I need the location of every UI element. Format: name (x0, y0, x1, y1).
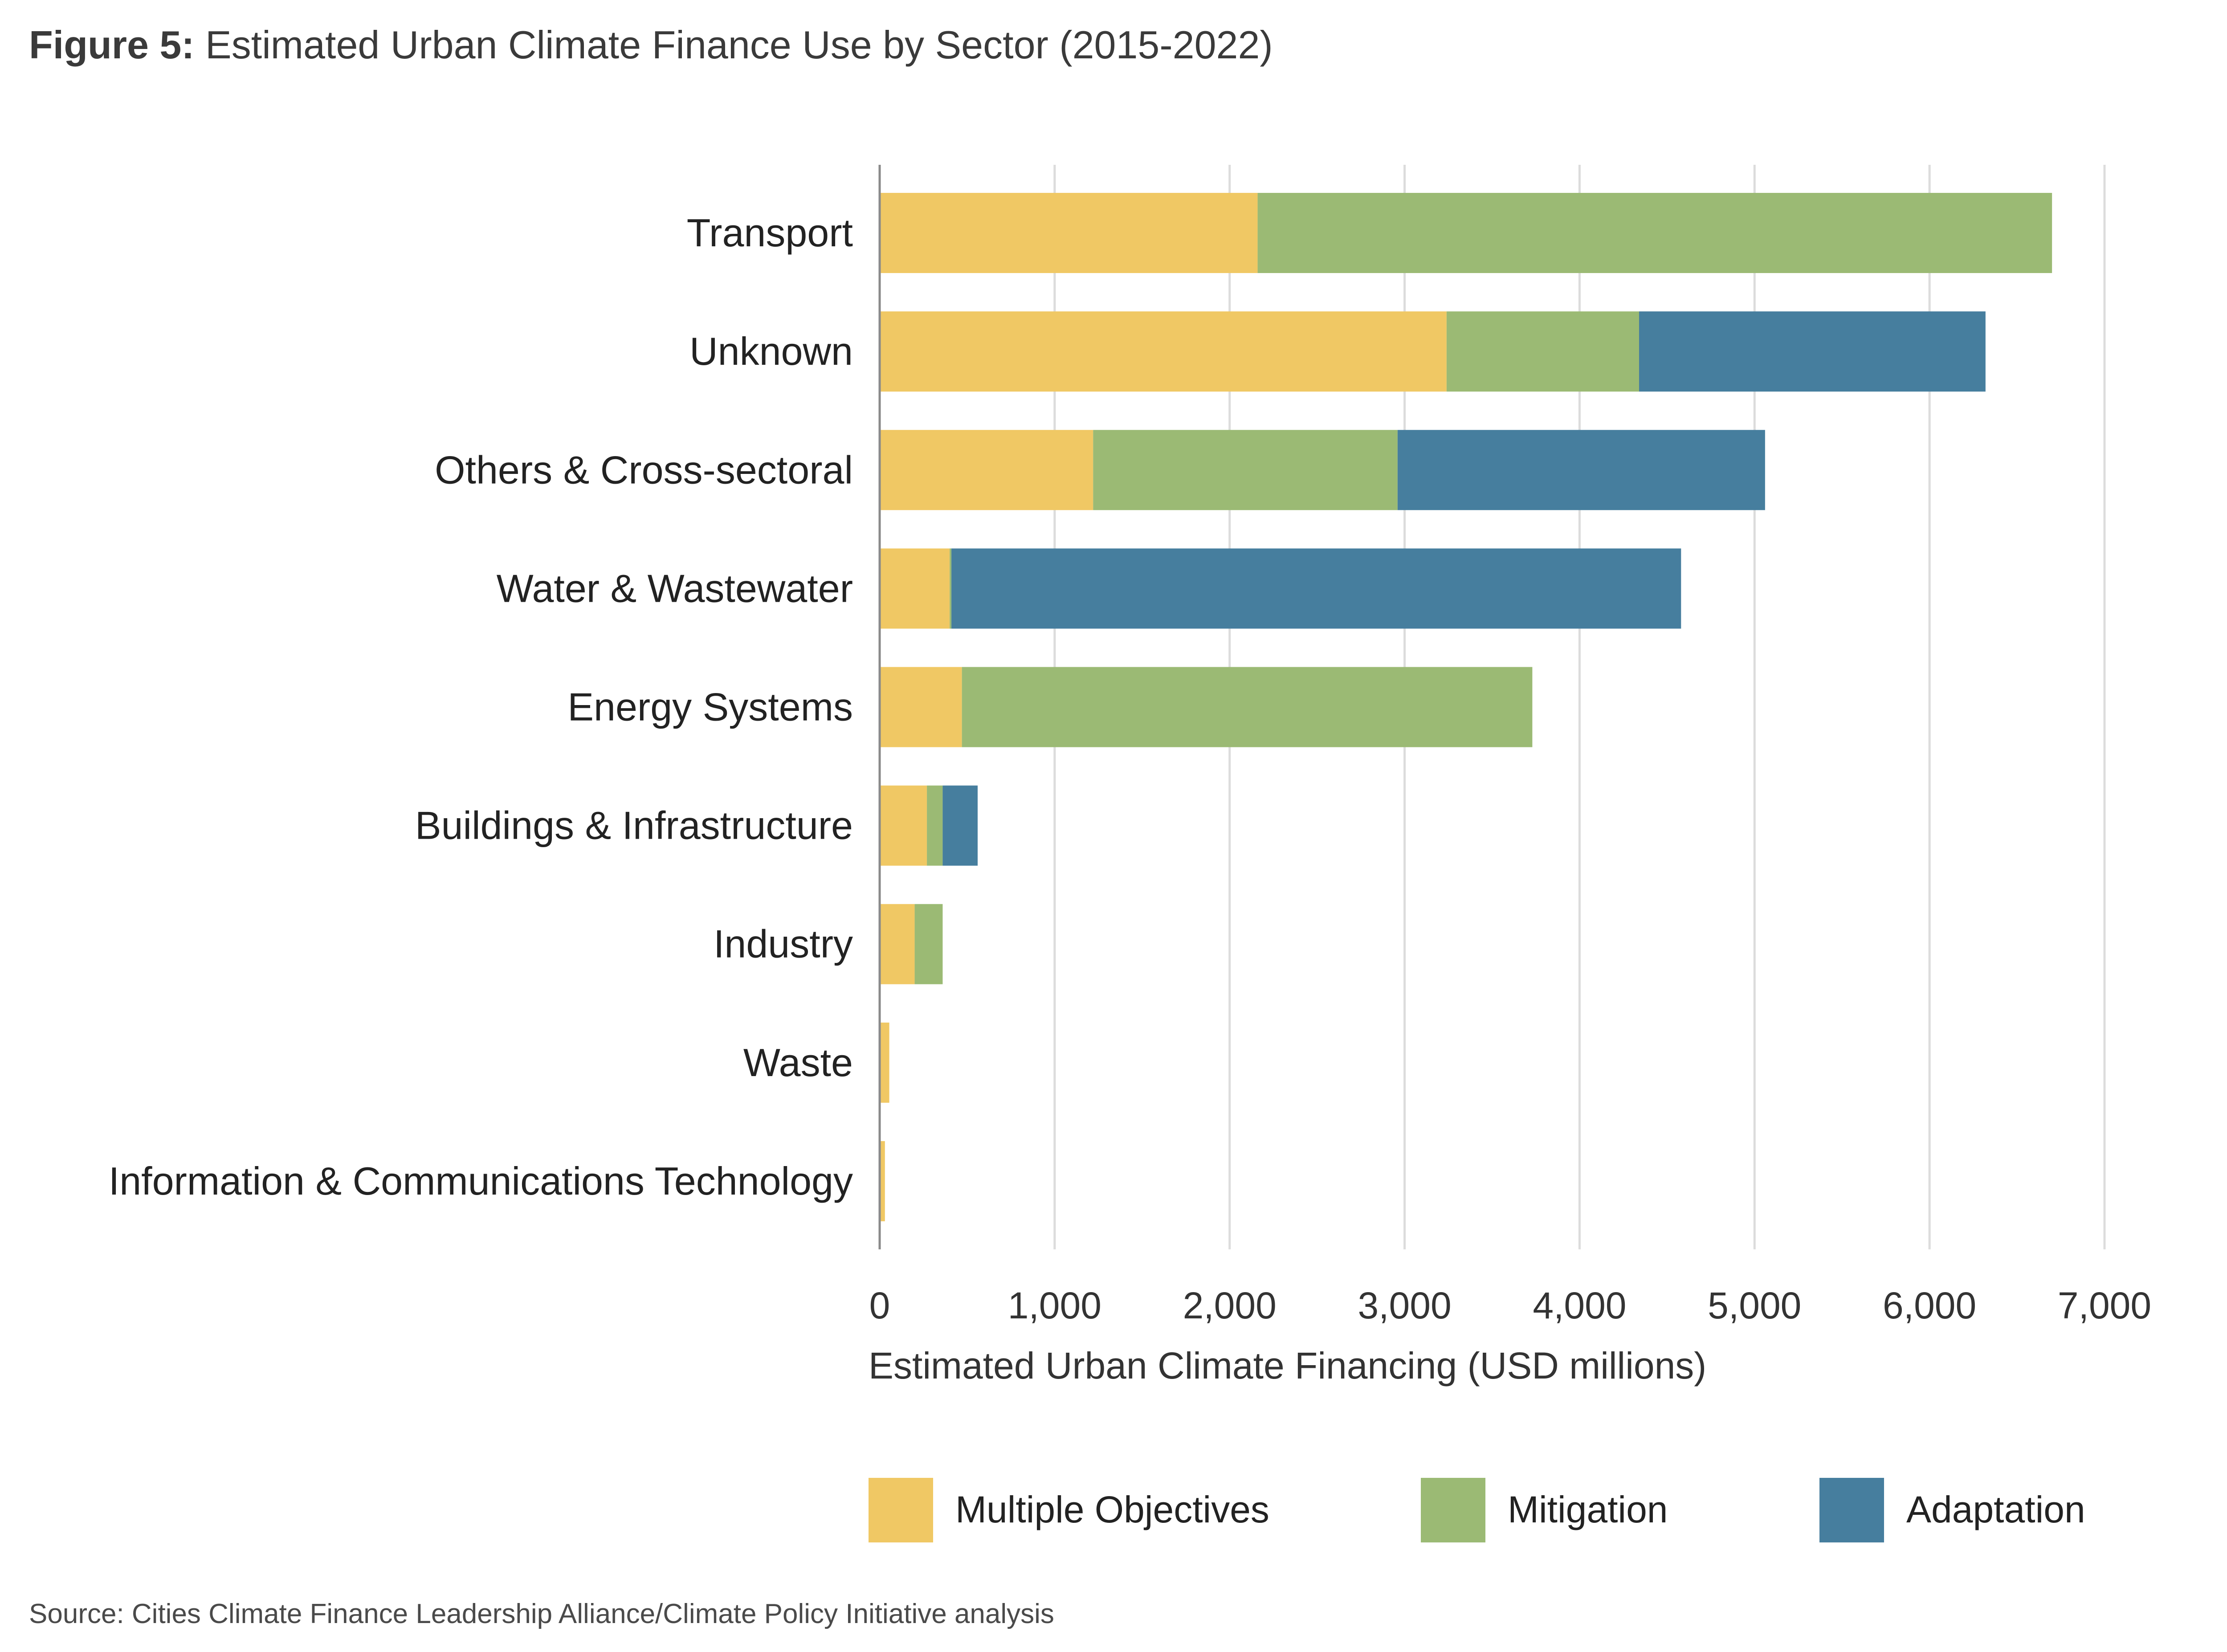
bar-segment (1446, 311, 1639, 392)
bar-segment (880, 904, 915, 984)
bars (880, 193, 2052, 1221)
source-note: Source: Cities Climate Finance Leadershi… (29, 1599, 1054, 1629)
category-label: Energy Systems (567, 685, 853, 729)
category-label: Waste (743, 1040, 853, 1085)
bar-segment (1639, 311, 1986, 392)
figure-title: Figure 5: Estimated Urban Climate Financ… (29, 22, 1273, 68)
bar-segment (880, 667, 962, 747)
category-label: Others & Cross-sectoral (435, 448, 853, 492)
bar-segment (1257, 193, 2052, 273)
legend-swatch (1421, 1478, 1485, 1542)
category-label: Buildings & Infrastructure (415, 804, 853, 848)
legend: Multiple Objectives Mitigation Adaptation (869, 1478, 2085, 1542)
category-label: Industry (714, 922, 853, 966)
bar-segment (880, 548, 950, 629)
figure-title-text: Estimated Urban Climate Finance Use by S… (205, 23, 1273, 67)
legend-label: Mitigation (1508, 1489, 1668, 1530)
x-tick-label: 4,000 (1533, 1285, 1626, 1326)
bar-segment (950, 548, 952, 629)
bar-segment (880, 1141, 885, 1221)
legend-swatch (869, 1478, 933, 1542)
legend-swatch (1819, 1478, 1884, 1542)
x-tick-label: 0 (869, 1285, 890, 1326)
x-axis-label: Estimated Urban Climate Financing (USD m… (869, 1345, 1706, 1387)
figure-label: Figure 5: (29, 23, 195, 67)
bar-segment (880, 1022, 889, 1103)
category-label: Water & Wastewater (497, 566, 853, 610)
bar-segment (962, 667, 1533, 747)
x-tick-label: 1,000 (1008, 1285, 1101, 1326)
bar-segment (880, 193, 1258, 273)
bar-segment (951, 548, 1681, 629)
bar-segment (880, 785, 927, 866)
bar-segment (880, 430, 1093, 510)
bar-segment (914, 904, 943, 984)
x-tick-labels: 0 1,000 2,000 3,000 4,000 5,000 6,000 7,000 (869, 1285, 2151, 1326)
bar-segment (942, 785, 978, 866)
category-label: Information & Communications Technology (109, 1159, 853, 1203)
category-label: Transport (687, 211, 853, 255)
category-labels: Transport Unknown Others & Cross-sectoral W… (109, 211, 853, 1203)
category-label: Unknown (689, 329, 853, 373)
x-tick-label: 7,000 (2058, 1285, 2151, 1326)
bar-segment (1397, 430, 1765, 510)
x-tick-label: 3,000 (1358, 1285, 1451, 1326)
bar-segment (927, 785, 943, 866)
x-tick-label: 6,000 (1883, 1285, 1976, 1326)
x-tick-label: 5,000 (1708, 1285, 1801, 1326)
legend-label: Adaptation (1906, 1489, 2085, 1530)
bar-segment (1093, 430, 1398, 510)
bar-segment (880, 311, 1447, 392)
x-tick-label: 2,000 (1183, 1285, 1277, 1326)
legend-label: Multiple Objectives (955, 1489, 1269, 1530)
